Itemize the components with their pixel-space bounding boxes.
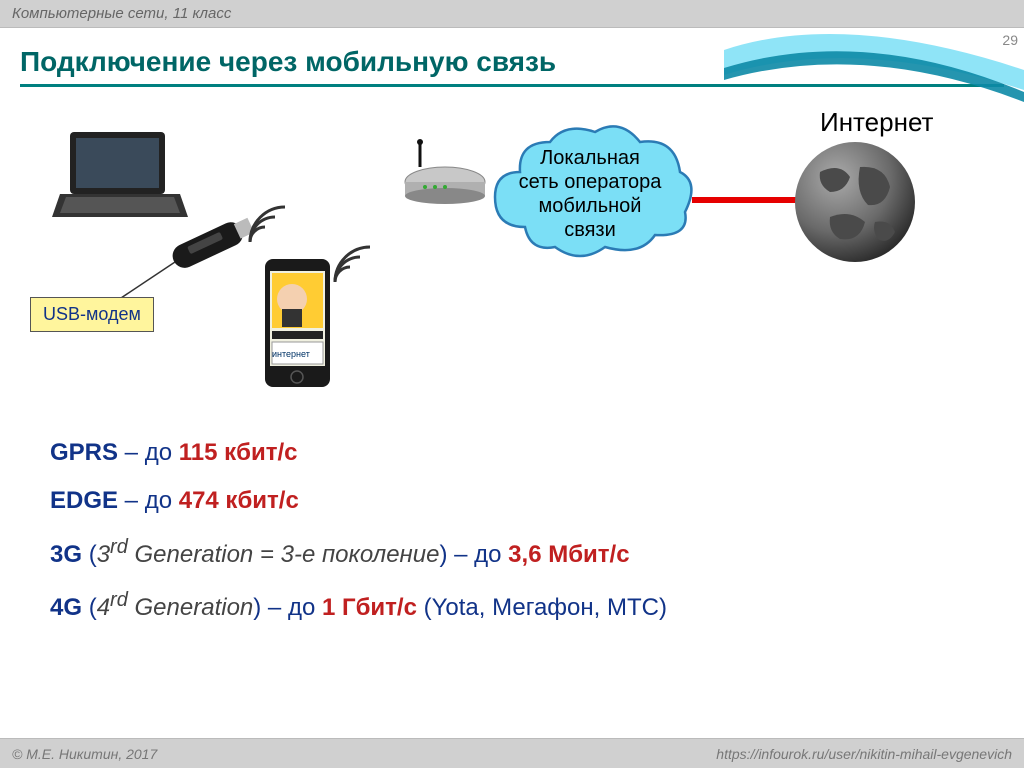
tech-name: GPRS <box>50 439 118 466</box>
tech-pre: – до <box>118 487 179 514</box>
slide-title: Подключение через мобильную связь <box>20 46 1004 78</box>
technology-list: GPRS – до 115 кбит/с EDGE – до 474 кбит/… <box>50 437 984 625</box>
tech-name: 3G <box>50 541 82 568</box>
tech-name: 4G <box>50 594 82 621</box>
tech-paren: (3rd Generation = 3-е поколение) <box>89 541 448 568</box>
title-bar: Подключение через мобильную связь <box>20 46 1004 87</box>
tech-post: (Yota, Мегафон, МТС) <box>417 594 667 621</box>
tech-line-4g: 4G (4rd Generation) – до 1 Гбит/с (Yota,… <box>50 587 984 624</box>
usb-modem-label: USB-модем <box>30 297 154 332</box>
tech-pre: – до <box>261 594 322 621</box>
internet-label: Интернет <box>820 107 933 138</box>
course-label: Компьютерные сети, 11 класс <box>12 5 231 22</box>
tech-line-3g: 3G (3rd Generation = 3-е поколение) – до… <box>50 534 984 571</box>
cloud-container: Локальная сеть оператора мобильной связи <box>480 117 700 267</box>
footer-copyright: © М.Е. Никитин, 2017 <box>12 746 157 762</box>
tech-pre: – до <box>118 439 179 466</box>
cloud-line: Локальная <box>540 147 640 169</box>
slide-header: Компьютерные сети, 11 класс <box>0 0 1024 28</box>
tech-speed: 115 кбит/с <box>179 439 298 466</box>
cloud-line: мобильной <box>539 195 642 217</box>
cloud-line: сеть оператора <box>519 171 662 193</box>
wifi-icon <box>245 202 290 247</box>
diagram-area: USB-модем интернет Локальная сет <box>0 97 1024 397</box>
smartphone-icon <box>260 257 335 392</box>
tech-line-edge: EDGE – до 474 кбит/с <box>50 485 984 517</box>
globe-icon <box>790 137 920 267</box>
tech-speed: 3,6 Мбит/с <box>508 541 629 568</box>
phone-caption: интернет <box>272 349 310 359</box>
slide-footer: © М.Е. Никитин, 2017 https://infourok.ru… <box>0 738 1024 768</box>
tech-pre: – до <box>447 541 508 568</box>
wifi-icon <box>330 242 375 287</box>
tech-name: EDGE <box>50 487 118 514</box>
footer-url: https://infourok.ru/user/nikitin-mihail-… <box>716 746 1012 762</box>
page-number: 29 <box>1002 32 1018 48</box>
router-icon <box>400 137 490 207</box>
tech-line-gprs: GPRS – до 115 кбит/с <box>50 437 984 469</box>
internet-link-line <box>692 197 797 203</box>
cloud-line: связи <box>564 219 616 241</box>
tech-speed: 1 Гбит/с <box>322 594 417 621</box>
tech-speed: 474 кбит/с <box>179 487 299 514</box>
laptop-icon <box>50 127 190 227</box>
tech-paren: (4rd Generation) <box>89 594 262 621</box>
cloud-label: Локальная сеть оператора мобильной связи <box>500 146 680 242</box>
